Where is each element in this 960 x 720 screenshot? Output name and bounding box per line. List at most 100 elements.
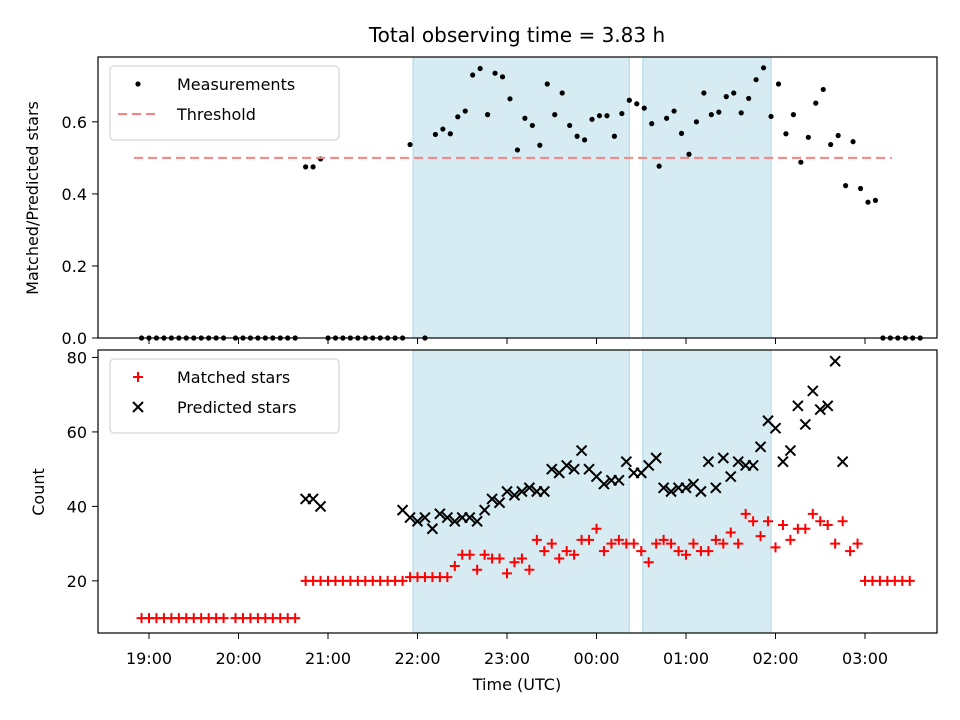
measurement-point [589,116,595,122]
measurement-point [619,110,625,117]
measurement-point [604,113,610,119]
predicted-star-point [650,452,662,464]
shaded-interval [642,56,772,339]
x-axis-label: Time (UTC) [472,675,561,694]
predicted-star-point [314,500,327,513]
matched-star-point [643,557,654,568]
measurement-point [470,72,476,78]
measurement-point [537,142,543,148]
matched-star-point [524,564,535,575]
measurement-point [701,90,707,96]
measurement-point [499,74,506,80]
matched-star-point [770,542,781,553]
predicted-star-point [426,523,439,535]
measurement-point [574,133,580,139]
measurement-point [671,108,677,114]
predicted-star-point [598,478,610,490]
matched-star-point [613,534,624,545]
matched-star-point [822,520,833,531]
measurement-point [552,112,558,118]
matched-star-point [591,523,602,534]
matched-star-point [509,557,520,568]
predicted-star-point [702,456,715,468]
predicted-star-point [792,400,804,412]
measurement-point [447,131,453,137]
predicted-star-point [680,482,692,494]
predicted-star-point [754,441,767,453]
measurement-point [440,126,446,132]
predicted-star-point [784,444,797,457]
matched-star-point [598,546,609,557]
measurement-point [656,163,662,169]
measurement-point [432,131,438,138]
predicted-star-point [822,400,834,412]
matched-star-point [740,508,751,519]
predicted-star-point [546,463,558,475]
measurement-point [678,130,685,136]
matched-star-point [710,534,721,545]
measurement-point [477,65,483,72]
measurement-point [407,141,413,148]
predicted-star-point [434,508,446,520]
x-tick-label: 01:00 [663,649,709,668]
measurement-point [507,96,513,102]
bottom-shaded-intervals [412,349,772,634]
predicted-star-point [769,422,782,434]
measurement-point [865,199,871,205]
predicted-star-point [441,511,454,524]
matched-star-point [666,538,677,549]
matched-star-point [800,523,811,534]
matched-star-point [584,534,595,545]
matched-star-point [502,568,512,579]
matched-star-point [845,546,856,557]
bottom-series-layer [136,355,915,624]
measurement-point [567,122,573,129]
measurement-point [716,109,722,115]
measurement-point [462,108,468,114]
measurement-point [768,113,774,120]
measurement-point [828,141,834,148]
measurement-point [708,112,714,118]
measurement-point [559,90,565,96]
predicted-star-point [657,482,670,494]
matched-star-point [904,575,915,586]
measurement-point [596,113,603,119]
measurement-point [850,139,856,145]
bottom-legend: Matched stars Predicted stars [109,358,340,434]
legend-label: Matched stars [177,368,290,387]
measurement-point [522,115,528,121]
y-tick-label: 0.0 [62,329,87,348]
predicted-star-point [404,511,416,524]
predicted-star-point [710,482,722,494]
predicted-star-point [478,504,491,516]
matched-star-point [673,546,684,557]
legend-marker [133,372,143,382]
predicted-star-point [613,474,625,487]
matched-star-point [539,546,550,557]
bottom-panel: 20 40 60 80 19:00 20:00 21:00 22:00 23:00 00:00 0… [29,348,938,694]
matched-star-point [763,516,774,527]
x-tick-label: 22:00 [394,649,440,668]
shaded-interval [642,349,772,634]
measurement-point [611,133,618,139]
top-y-ticks: 0.0 0.2 0.4 0.6 [62,113,98,348]
predicted-star-point [464,511,476,524]
x-tick-label: 19:00 [126,649,172,668]
matched-star-point [554,553,565,564]
measurement-point [492,70,498,76]
predicted-star-point [501,485,513,498]
top-axes-frame [97,56,938,339]
y-tick-label: 60 [67,423,87,442]
measurement-point [303,164,309,170]
measurement-point [835,132,841,139]
matched-star-point [837,516,848,527]
matched-star-point [606,538,617,549]
measurement-point [872,197,879,203]
chart-title: Total observing time = 3.83 h [368,23,665,47]
predicted-star-point [620,456,633,468]
matched-star-point [785,534,796,545]
measurement-point [664,115,670,121]
matched-star-point [830,538,841,549]
predicted-star-point [777,456,789,468]
